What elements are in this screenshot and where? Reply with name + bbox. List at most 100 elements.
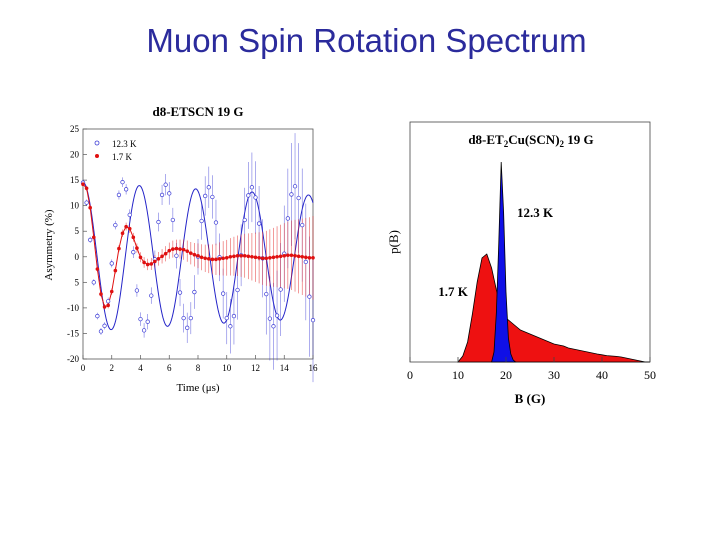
data-point-1k bbox=[174, 246, 179, 251]
data-point-1k bbox=[149, 262, 154, 266]
data-point-12k bbox=[91, 280, 96, 285]
data-point-1k bbox=[109, 289, 114, 294]
data-point-12k bbox=[106, 299, 111, 304]
left-legend: 12.3 K 1.7 K bbox=[94, 139, 137, 162]
left-xtick-label: 16 bbox=[309, 363, 319, 373]
data-point-1k bbox=[264, 256, 269, 261]
data-point-12k bbox=[131, 250, 136, 255]
data-point-12k bbox=[267, 316, 273, 321]
data-point-1k bbox=[196, 253, 200, 258]
data-point-12k bbox=[296, 195, 301, 201]
data-point-1k bbox=[275, 254, 279, 259]
right-xtick-label: 40 bbox=[596, 368, 608, 382]
data-point-12k bbox=[192, 289, 197, 295]
data-point-1k bbox=[199, 255, 204, 260]
data-point-12k bbox=[206, 185, 211, 190]
data-point-12k bbox=[84, 200, 89, 205]
data-point-12k bbox=[292, 184, 298, 189]
data-point-12k bbox=[163, 182, 168, 187]
right-chart-title: d8-ET2Cu(SCN)2 19 G bbox=[468, 132, 593, 149]
data-point-1k bbox=[278, 254, 283, 259]
data-point-1k bbox=[221, 256, 225, 261]
data-point-1k bbox=[260, 256, 265, 261]
data-point-12k bbox=[246, 193, 251, 198]
right-ylabel: p(B) bbox=[386, 230, 401, 254]
right-annotation-1k: 1.7 K bbox=[438, 284, 469, 299]
area-1k bbox=[457, 253, 650, 363]
legend-marker-1k bbox=[95, 154, 99, 158]
fit-curve-1k bbox=[82, 183, 313, 308]
data-point-1k bbox=[268, 255, 272, 260]
data-point-1k bbox=[296, 254, 301, 259]
data-point-12k bbox=[235, 287, 240, 293]
left-ytick-label: -15 bbox=[67, 328, 79, 338]
data-point-12k bbox=[159, 192, 165, 198]
data-point-1k bbox=[246, 254, 251, 259]
data-point-1k bbox=[282, 253, 287, 258]
data-point-12k bbox=[210, 194, 215, 200]
data-point-12k bbox=[264, 291, 269, 297]
data-point-1k bbox=[206, 257, 211, 261]
left-ytick-label: 0 bbox=[75, 252, 80, 262]
data-point-12k bbox=[102, 323, 107, 328]
data-point-1k bbox=[257, 255, 261, 260]
data-point-12k bbox=[113, 222, 118, 228]
data-point-12k bbox=[149, 293, 154, 298]
fit-curve-12k bbox=[82, 181, 314, 331]
data-point-1k bbox=[185, 249, 190, 253]
left-ytick-label: 10 bbox=[70, 201, 80, 211]
left-plot-frame bbox=[82, 128, 314, 360]
data-point-12k bbox=[253, 195, 258, 200]
data-point-12k bbox=[203, 193, 208, 199]
data-point-1k bbox=[163, 251, 168, 256]
right-xtick-label: 20 bbox=[500, 368, 512, 382]
data-point-1k bbox=[228, 254, 233, 259]
data-point-1k bbox=[192, 252, 197, 257]
data-point-1k bbox=[286, 253, 290, 258]
legend-marker-12k bbox=[94, 140, 100, 146]
right-xtick-label: 30 bbox=[548, 368, 560, 382]
data-point-1k bbox=[160, 254, 164, 259]
data-point-12k bbox=[134, 288, 140, 293]
left-xtick-label: 2 bbox=[110, 363, 115, 373]
data-point-1k bbox=[135, 246, 139, 250]
data-point-12k bbox=[199, 218, 204, 224]
data-point-12k bbox=[138, 316, 143, 322]
data-point-1k bbox=[300, 254, 305, 259]
right-plot-frame bbox=[409, 121, 651, 363]
data-point-12k bbox=[278, 287, 283, 292]
data-point-12k bbox=[303, 259, 308, 265]
right-xlabel: B (G) bbox=[515, 391, 546, 406]
data-point-12k bbox=[80, 180, 86, 185]
data-point-1k bbox=[113, 268, 118, 273]
right-annotation-12k: 12.3 K bbox=[517, 205, 554, 220]
data-point-1k bbox=[242, 253, 247, 258]
data-point-12k bbox=[170, 217, 175, 223]
data-point-12k bbox=[185, 325, 190, 330]
left-ylabel: Asymmetry (%) bbox=[43, 209, 55, 281]
data-point-1k bbox=[124, 224, 128, 229]
left-xtick-label: 6 bbox=[167, 363, 172, 373]
left-xlabel: Time (μs) bbox=[176, 382, 219, 394]
data-point-1k bbox=[224, 255, 229, 260]
data-point-1k bbox=[189, 251, 193, 255]
data-point-1k bbox=[253, 255, 258, 260]
data-point-1k bbox=[127, 226, 132, 231]
data-point-1k bbox=[178, 247, 182, 251]
data-point-1k bbox=[250, 254, 254, 259]
data-point-12k bbox=[177, 290, 183, 295]
left-xtick-label: 4 bbox=[138, 363, 143, 373]
data-point-12k bbox=[123, 187, 129, 192]
data-point-12k bbox=[181, 315, 186, 321]
data-point-12k bbox=[221, 291, 226, 296]
data-point-12k bbox=[188, 315, 193, 321]
data-point-1k bbox=[307, 255, 312, 260]
data-point-1k bbox=[99, 292, 103, 296]
data-point-12k bbox=[289, 192, 294, 197]
data-point-12k bbox=[242, 217, 247, 223]
data-point-12k bbox=[300, 222, 305, 228]
data-point-12k bbox=[174, 253, 179, 258]
data-point-12k bbox=[98, 329, 104, 334]
data-point-1k bbox=[217, 257, 222, 261]
data-point-1k bbox=[138, 255, 143, 260]
